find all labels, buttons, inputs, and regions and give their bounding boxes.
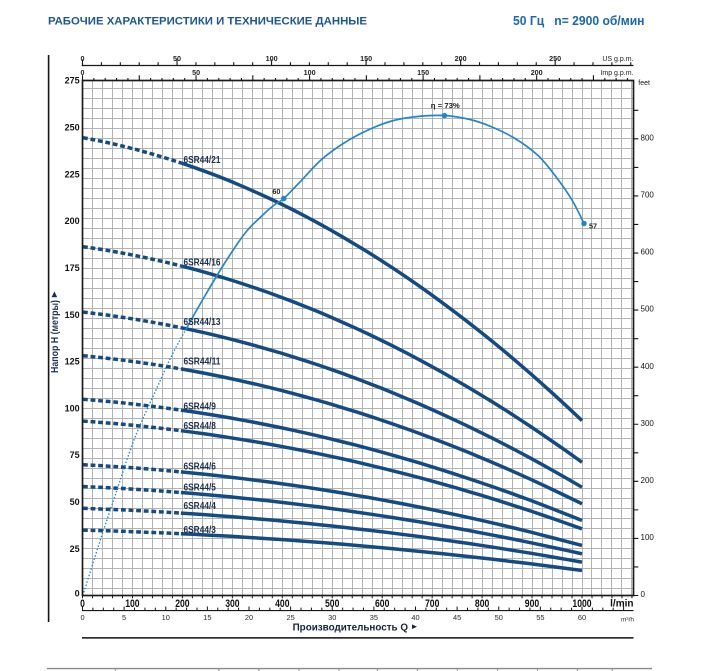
svg-text:0: 0 <box>81 54 85 63</box>
svg-text:Напор H (метры): Напор H (метры) <box>50 300 61 373</box>
svg-text:0: 0 <box>81 68 85 77</box>
svg-text:55: 55 <box>536 613 544 622</box>
svg-text:250: 250 <box>65 123 80 133</box>
svg-text:75: 75 <box>70 450 80 460</box>
svg-text:200: 200 <box>531 68 543 77</box>
svg-text:0: 0 <box>80 598 85 610</box>
svg-text:150: 150 <box>360 54 372 63</box>
svg-text:Производительность Q: Производительность Q <box>293 623 409 634</box>
svg-text:200: 200 <box>455 54 467 63</box>
svg-text:600: 600 <box>375 598 389 610</box>
svg-text:6SR44/9: 6SR44/9 <box>184 402 217 413</box>
svg-text:125: 125 <box>65 357 80 367</box>
svg-text:60: 60 <box>578 613 586 622</box>
svg-text:1000: 1000 <box>572 598 591 610</box>
svg-text:100: 100 <box>65 403 80 413</box>
svg-text:6SR44/11: 6SR44/11 <box>184 356 221 367</box>
svg-text:275: 275 <box>65 76 80 86</box>
svg-text:800: 800 <box>475 598 489 610</box>
svg-text:50 Гц n= 2900 об/мин: 50 Гц n= 2900 об/мин <box>513 14 645 28</box>
svg-text:20: 20 <box>245 613 253 622</box>
svg-text:l/min: l/min <box>610 599 633 610</box>
svg-text:200: 200 <box>641 476 655 485</box>
svg-text:400: 400 <box>275 598 289 610</box>
svg-text:200: 200 <box>65 216 80 226</box>
svg-text:100: 100 <box>125 598 139 610</box>
svg-text:600: 600 <box>641 248 655 257</box>
svg-text:35: 35 <box>370 613 378 622</box>
svg-text:6SR44/21: 6SR44/21 <box>184 155 221 166</box>
svg-text:РАБОЧИЕ ХАРАКТЕРИСТИКИ И ТЕХНИ: РАБОЧИЕ ХАРАКТЕРИСТИКИ И ТЕХНИЧЕСКИЕ ДАН… <box>48 16 367 28</box>
svg-text:η = 73%: η = 73% <box>431 101 461 110</box>
svg-text:m³/h: m³/h <box>621 617 634 624</box>
svg-text:6SR44/5: 6SR44/5 <box>184 483 217 494</box>
svg-text:US g.p.m.: US g.p.m. <box>602 56 633 63</box>
svg-text:25: 25 <box>70 544 80 554</box>
svg-text:60: 60 <box>272 187 280 196</box>
svg-text:50: 50 <box>495 613 503 622</box>
svg-text:10: 10 <box>162 613 170 622</box>
svg-text:700: 700 <box>425 598 439 610</box>
svg-text:6SR44/4: 6SR44/4 <box>184 501 217 512</box>
svg-text:175: 175 <box>65 263 80 273</box>
svg-text:feet: feet <box>638 80 650 87</box>
svg-text:0: 0 <box>80 613 84 622</box>
svg-text:500: 500 <box>325 598 339 610</box>
svg-text:Imp g.p.m.: Imp g.p.m. <box>600 70 633 77</box>
svg-text:50: 50 <box>192 68 200 77</box>
svg-text:250: 250 <box>549 54 561 63</box>
svg-text:400: 400 <box>641 362 655 371</box>
svg-text:50: 50 <box>70 497 80 507</box>
svg-text:6SR44/3: 6SR44/3 <box>184 525 217 536</box>
svg-text:25: 25 <box>286 613 294 622</box>
svg-text:150: 150 <box>417 68 429 77</box>
svg-text:6SR44/16: 6SR44/16 <box>184 258 221 269</box>
svg-text:6SR44/8: 6SR44/8 <box>184 421 217 432</box>
svg-text:300: 300 <box>225 598 239 610</box>
svg-text:800: 800 <box>641 134 655 143</box>
svg-text:57: 57 <box>589 222 597 231</box>
svg-text:0: 0 <box>75 589 80 599</box>
svg-text:40: 40 <box>411 613 419 622</box>
svg-text:200: 200 <box>175 598 189 610</box>
svg-text:300: 300 <box>641 419 655 428</box>
svg-text:225: 225 <box>65 169 80 179</box>
svg-text:0: 0 <box>641 590 646 599</box>
svg-text:100: 100 <box>304 68 316 77</box>
svg-text:700: 700 <box>641 191 655 200</box>
svg-text:500: 500 <box>641 305 655 314</box>
svg-text:15: 15 <box>203 613 211 622</box>
svg-text:50: 50 <box>173 54 181 63</box>
svg-text:100: 100 <box>641 533 655 542</box>
svg-text:900: 900 <box>525 598 539 610</box>
svg-text:6SR44/6: 6SR44/6 <box>184 462 217 473</box>
svg-text:6SR44/13: 6SR44/13 <box>184 317 221 328</box>
svg-text:5: 5 <box>122 613 126 622</box>
svg-text:100: 100 <box>266 54 278 63</box>
svg-text:45: 45 <box>453 613 461 622</box>
svg-text:30: 30 <box>328 613 336 622</box>
svg-text:150: 150 <box>65 310 80 320</box>
